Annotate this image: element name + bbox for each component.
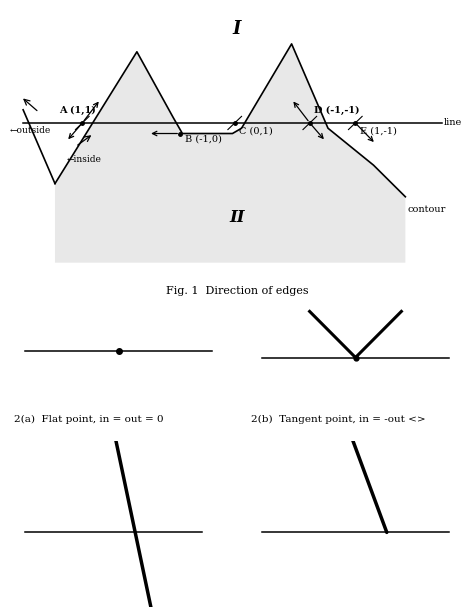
Text: E (1,-1): E (1,-1)	[360, 127, 397, 136]
Polygon shape	[55, 44, 405, 262]
Text: contour: contour	[408, 205, 446, 215]
Text: 2(b)  Tangent point, in = -out <>: 2(b) Tangent point, in = -out <>	[251, 416, 426, 424]
Text: ←outside: ←outside	[9, 126, 51, 135]
Text: B (-1,0): B (-1,0)	[185, 135, 221, 144]
Text: 2(a)  Flat point, in = out = 0: 2(a) Flat point, in = out = 0	[14, 416, 164, 424]
Text: line: line	[444, 118, 462, 128]
Text: D (-1,-1): D (-1,-1)	[314, 106, 360, 115]
Text: Fig. 1  Direction of edges: Fig. 1 Direction of edges	[166, 286, 308, 296]
Text: I: I	[233, 20, 241, 38]
Text: C (0,1): C (0,1)	[239, 127, 273, 136]
Text: A (1,1): A (1,1)	[60, 106, 96, 115]
Text: II: II	[229, 210, 245, 226]
Text: ←inside: ←inside	[66, 154, 101, 164]
